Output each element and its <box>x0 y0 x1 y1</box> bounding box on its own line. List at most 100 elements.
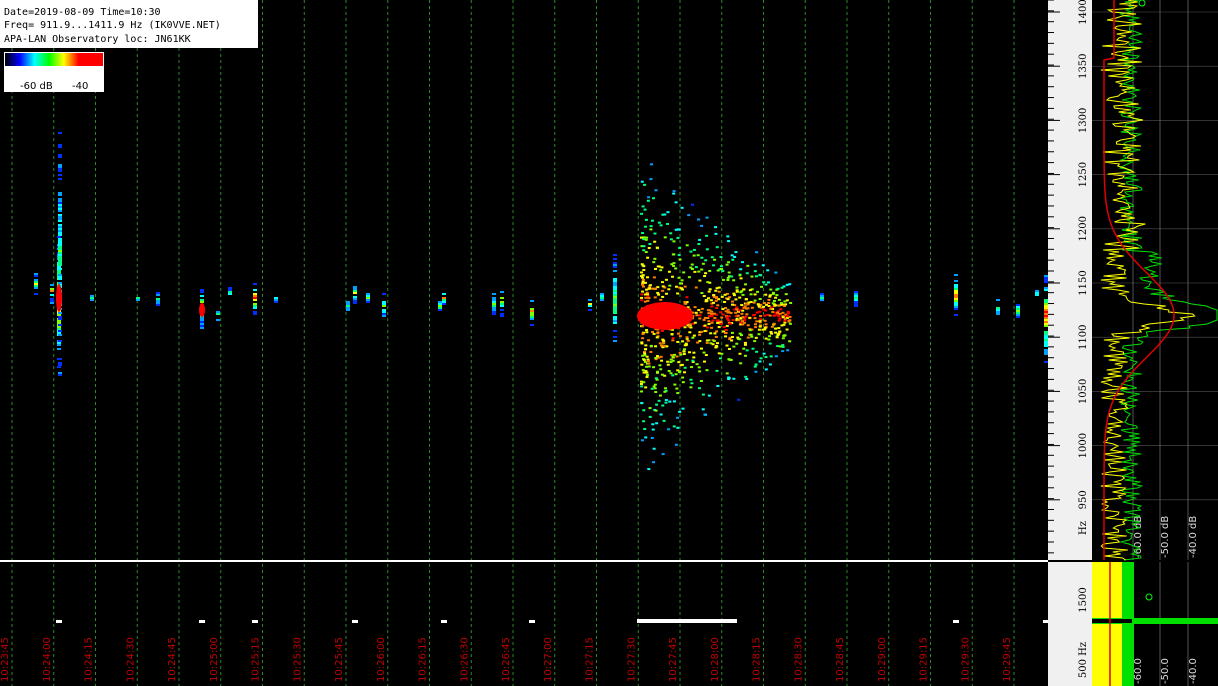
freq-label: 1200 <box>1078 216 1089 241</box>
signal <box>660 373 664 376</box>
signal <box>58 204 62 206</box>
signal <box>782 285 786 288</box>
signal <box>653 387 657 390</box>
signal <box>500 301 504 303</box>
signal <box>695 314 699 317</box>
signal <box>669 232 673 235</box>
signal <box>747 301 751 304</box>
signal <box>771 311 775 314</box>
signal <box>707 315 711 318</box>
time-label: 10:27:00 <box>543 637 554 682</box>
signal <box>954 294 958 296</box>
signal <box>253 303 257 305</box>
signal <box>996 311 1000 313</box>
signal <box>736 314 740 317</box>
signal <box>1044 341 1048 343</box>
freq-unit: Hz <box>1078 521 1089 535</box>
signal <box>613 318 617 320</box>
signal <box>712 294 716 297</box>
signal <box>156 304 160 306</box>
signal <box>785 316 789 319</box>
signal <box>727 271 731 274</box>
signal <box>653 257 657 260</box>
signal <box>672 264 676 267</box>
signal <box>200 291 204 293</box>
signal <box>669 358 673 361</box>
signal <box>696 341 700 344</box>
signal <box>772 300 776 303</box>
signal <box>697 243 701 246</box>
signal <box>685 358 689 361</box>
signal <box>770 306 774 309</box>
signal <box>57 322 61 324</box>
signal <box>662 339 666 342</box>
signal <box>656 356 660 359</box>
time-grid <box>11 0 1015 686</box>
signal <box>671 355 675 358</box>
signal <box>652 332 656 335</box>
signal <box>707 339 711 342</box>
signal <box>763 319 767 322</box>
signal <box>753 323 757 326</box>
signal <box>678 370 682 373</box>
signal <box>438 303 442 305</box>
signal <box>653 287 657 290</box>
signal <box>702 295 706 298</box>
signal <box>668 284 672 287</box>
signal <box>725 344 729 347</box>
time-label: 10:29:15 <box>919 637 930 682</box>
signal <box>613 330 617 332</box>
signal <box>613 322 617 324</box>
signal <box>954 308 958 310</box>
signal <box>200 327 204 329</box>
signal <box>703 275 707 278</box>
lower-freq-axis <box>1048 562 1092 686</box>
signal <box>732 377 736 380</box>
signal <box>1044 279 1048 281</box>
signal <box>745 272 749 275</box>
signal <box>779 308 783 311</box>
signal <box>588 299 592 301</box>
signal <box>729 312 733 315</box>
lower-db-label: -60.0 <box>1133 658 1144 684</box>
signal <box>759 303 763 306</box>
signal <box>661 289 665 292</box>
signal <box>710 256 714 259</box>
signal <box>776 311 780 314</box>
signal <box>781 345 785 348</box>
signal <box>750 335 754 338</box>
signal <box>758 310 762 313</box>
signal <box>764 337 768 340</box>
signal <box>640 299 644 302</box>
signal <box>253 307 257 309</box>
signal <box>366 297 370 299</box>
signal <box>646 358 650 361</box>
signal <box>996 307 1000 309</box>
signal <box>613 302 617 304</box>
signal <box>645 291 649 294</box>
signal <box>769 307 773 310</box>
signal <box>641 274 645 277</box>
signal <box>676 426 680 429</box>
signal <box>438 301 442 303</box>
signal <box>774 271 778 274</box>
signal <box>716 342 720 345</box>
signal <box>706 317 710 320</box>
signal <box>711 319 715 322</box>
signal <box>751 347 755 350</box>
signal <box>954 306 958 308</box>
signal <box>674 267 678 270</box>
signal <box>650 219 654 222</box>
signal <box>954 296 958 298</box>
signal <box>58 146 62 148</box>
signal <box>253 313 257 315</box>
signal <box>739 362 743 365</box>
time-label: 10:28:30 <box>793 637 804 682</box>
signal <box>663 374 667 377</box>
signal <box>764 356 768 359</box>
signal <box>750 306 754 309</box>
signal <box>761 328 765 331</box>
signal <box>640 283 644 286</box>
signal <box>653 232 657 235</box>
signal <box>727 377 731 380</box>
